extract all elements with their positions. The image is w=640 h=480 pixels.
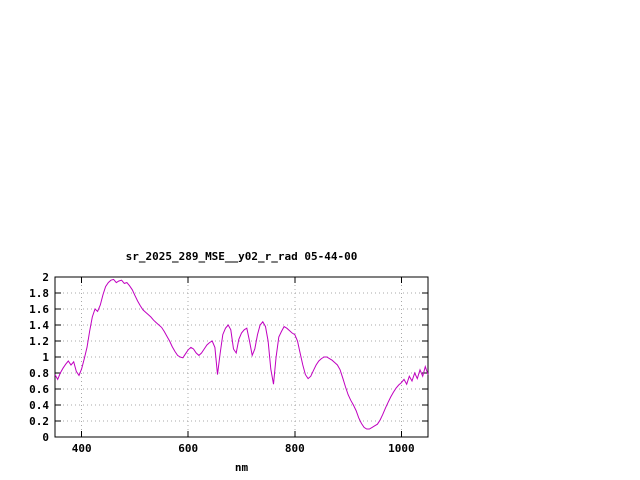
x-tick-label: 400 bbox=[72, 442, 92, 455]
y-tick-label: 1.8 bbox=[29, 287, 49, 300]
y-tick-label: 0.4 bbox=[29, 399, 49, 412]
y-tick-label: 1.4 bbox=[29, 319, 49, 332]
plot-border bbox=[54, 276, 429, 438]
x-tick-label: 600 bbox=[178, 442, 198, 455]
y-tick-label: 0.8 bbox=[29, 367, 49, 380]
y-tick-label: 1.2 bbox=[29, 335, 49, 348]
y-tick-label: 2 bbox=[42, 271, 49, 284]
x-axis-label: nm bbox=[234, 461, 249, 474]
spectrum-line bbox=[54, 278, 429, 430]
x-tick-label: 1000 bbox=[388, 442, 415, 455]
y-tick-label: 0.6 bbox=[29, 383, 49, 396]
chart-title: sr_2025_289_MSE__y02_r_rad 05-44-00 bbox=[125, 250, 358, 263]
x-tick-label: 800 bbox=[285, 442, 305, 455]
y-tick-label: 1.6 bbox=[29, 303, 49, 316]
y-tick-label: 0.2 bbox=[29, 415, 49, 428]
y-tick-label: 0 bbox=[42, 431, 49, 444]
y-tick-label: 1 bbox=[42, 351, 49, 364]
